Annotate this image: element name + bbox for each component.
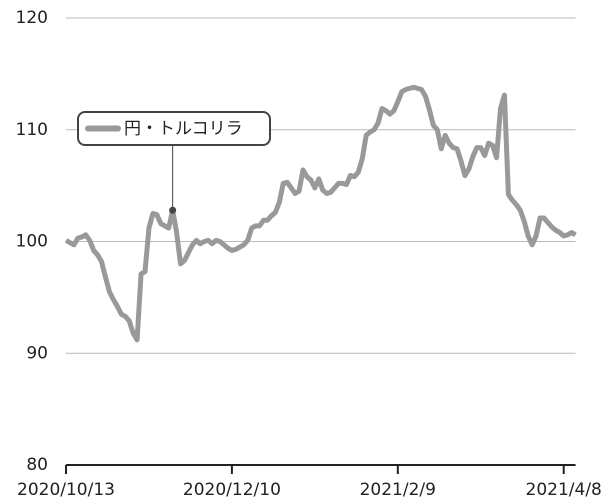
y-tick-label: 90 bbox=[26, 343, 48, 363]
x-tick-label: 2020/12/10 bbox=[183, 480, 281, 499]
y-tick-label: 100 bbox=[16, 232, 48, 252]
callout-dot bbox=[169, 206, 177, 214]
y-tick-label: 80 bbox=[26, 455, 48, 475]
legend-box bbox=[77, 111, 271, 146]
legend-label: 円・トルコリラ bbox=[124, 119, 243, 139]
x-tick-label: 2021/2/9 bbox=[360, 480, 436, 499]
x-tick-label: 2020/10/13 bbox=[17, 480, 115, 499]
y-tick-label: 120 bbox=[16, 8, 48, 28]
x-tick-label: 2021/4/8 bbox=[526, 480, 602, 499]
series-line bbox=[64, 84, 577, 343]
y-tick-label: 110 bbox=[16, 120, 48, 140]
